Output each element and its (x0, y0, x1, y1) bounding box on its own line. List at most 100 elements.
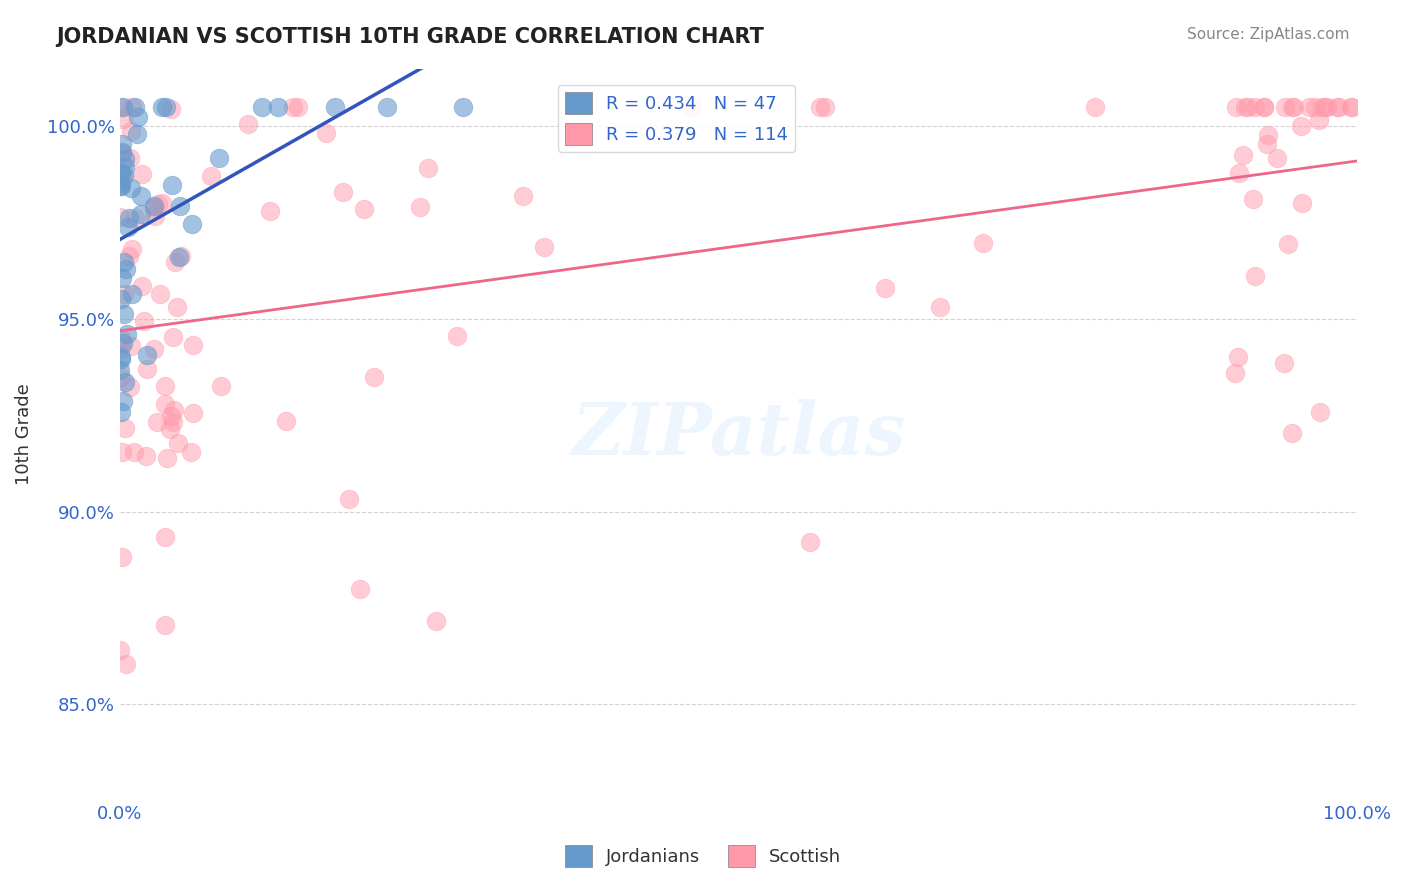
Point (108, 177, 131, 191)
Point (315, 126, 337, 140)
Point (250, 100, 273, 114)
Point (409, 200, 432, 214)
Point (1341, 100, 1364, 114)
Point (108, 643, 131, 657)
Point (118, 249, 141, 263)
Point (153, 530, 176, 544)
Point (276, 414, 298, 428)
Text: ZIPatlas: ZIPatlas (571, 399, 905, 470)
Point (111, 146, 134, 161)
Point (1298, 100, 1320, 114)
Point (1313, 100, 1336, 114)
Point (1310, 100, 1333, 114)
Point (162, 416, 184, 430)
Point (112, 394, 135, 409)
Point (110, 179, 132, 194)
Point (121, 100, 143, 114)
Point (1326, 100, 1348, 114)
Point (110, 292, 132, 306)
Point (118, 151, 141, 165)
Point (160, 409, 183, 423)
Point (1272, 356, 1295, 370)
Point (180, 445, 202, 459)
Point (146, 415, 169, 429)
Point (110, 405, 132, 419)
Y-axis label: 10th Grade: 10th Grade (15, 384, 32, 485)
Point (124, 211, 146, 226)
Legend: Jordanians, Scottish: Jordanians, Scottish (558, 838, 848, 874)
Point (1234, 100, 1257, 114)
Point (281, 100, 304, 114)
Point (132, 314, 155, 328)
Point (110, 166, 132, 180)
Point (117, 327, 139, 342)
Point (1232, 148, 1254, 162)
Point (111, 445, 134, 459)
Point (259, 203, 281, 218)
Point (153, 617, 176, 632)
Point (166, 300, 188, 314)
Point (287, 100, 309, 114)
Point (108, 179, 131, 194)
Point (446, 329, 468, 343)
Point (1223, 366, 1246, 380)
Point (110, 341, 132, 355)
Point (160, 102, 183, 116)
Point (110, 351, 132, 366)
Point (143, 342, 166, 356)
Point (129, 189, 152, 203)
Point (150, 100, 173, 114)
Point (110, 350, 132, 364)
Point (1243, 100, 1265, 114)
Point (1227, 351, 1250, 365)
Point (323, 100, 346, 114)
Point (1309, 405, 1331, 419)
Point (112, 168, 135, 182)
Point (808, 100, 831, 114)
Point (114, 375, 136, 389)
Point (112, 171, 135, 186)
Point (163, 403, 186, 417)
Point (1225, 100, 1247, 114)
Point (112, 287, 135, 301)
Point (1227, 166, 1250, 180)
Point (108, 100, 131, 114)
Point (112, 254, 135, 268)
Point (1282, 100, 1305, 114)
Point (1303, 100, 1326, 114)
Point (181, 406, 204, 420)
Point (110, 331, 132, 345)
Point (155, 100, 177, 114)
Point (131, 207, 153, 221)
Point (156, 451, 179, 466)
Point (1308, 112, 1330, 127)
Point (353, 202, 375, 216)
Point (209, 379, 232, 393)
Point (110, 166, 132, 180)
Point (451, 100, 474, 114)
Point (1253, 100, 1275, 114)
Point (142, 201, 165, 215)
Text: Source: ZipAtlas.com: Source: ZipAtlas.com (1187, 27, 1350, 42)
Point (1340, 100, 1362, 114)
Point (120, 181, 142, 195)
Point (136, 348, 159, 362)
Point (122, 445, 145, 459)
Point (1253, 100, 1275, 114)
Point (124, 100, 146, 114)
Point (121, 286, 143, 301)
Point (267, 100, 290, 114)
Point (163, 255, 186, 269)
Point (125, 127, 148, 141)
Point (131, 167, 153, 181)
Point (1256, 136, 1278, 151)
Point (160, 178, 183, 193)
Point (181, 217, 204, 231)
Point (150, 196, 173, 211)
Point (142, 199, 165, 213)
Point (117, 220, 139, 235)
Point (208, 151, 231, 165)
Point (146, 196, 169, 211)
Point (143, 209, 166, 223)
Point (170, 250, 193, 264)
